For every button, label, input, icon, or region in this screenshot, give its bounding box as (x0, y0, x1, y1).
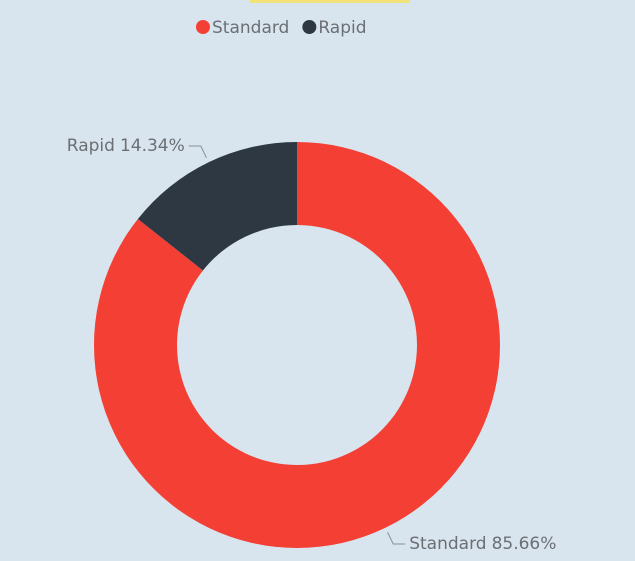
legend-swatch (302, 20, 317, 34)
legend: Standard Rapid (196, 18, 367, 38)
donut-slice (137, 142, 297, 271)
slice-label: Rapid 14.34% (67, 136, 185, 156)
leader-line (387, 532, 406, 545)
legend-label: Standard (212, 18, 289, 38)
leader-line (188, 145, 207, 158)
slice-label-value: 85.66% (492, 534, 557, 554)
slice-label-name: Standard (409, 534, 486, 554)
slice-label: Standard 85.66% (409, 534, 556, 554)
accent-bar (250, 0, 410, 3)
donut-slice (93, 142, 500, 548)
slice-label-name: Rapid (67, 136, 115, 156)
slice-label-value: 14.34% (120, 136, 185, 156)
legend-swatch (196, 20, 210, 34)
legend-label: Rapid (318, 18, 366, 38)
